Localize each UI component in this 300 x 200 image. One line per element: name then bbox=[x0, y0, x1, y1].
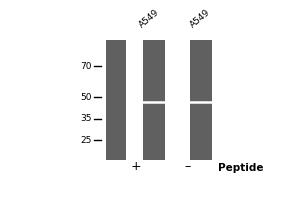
Bar bbox=[165, 92, 190, 112]
Text: 50: 50 bbox=[81, 93, 92, 102]
Text: –: – bbox=[184, 160, 190, 173]
Bar bbox=[143, 40, 165, 160]
Text: 70: 70 bbox=[81, 62, 92, 71]
Bar bbox=[106, 40, 126, 160]
Bar bbox=[190, 40, 212, 160]
Text: A549: A549 bbox=[137, 8, 161, 29]
Text: 35: 35 bbox=[81, 114, 92, 123]
Text: 25: 25 bbox=[81, 136, 92, 145]
Text: Peptide: Peptide bbox=[218, 163, 263, 173]
Text: A549: A549 bbox=[189, 8, 212, 29]
Text: +: + bbox=[131, 160, 142, 173]
